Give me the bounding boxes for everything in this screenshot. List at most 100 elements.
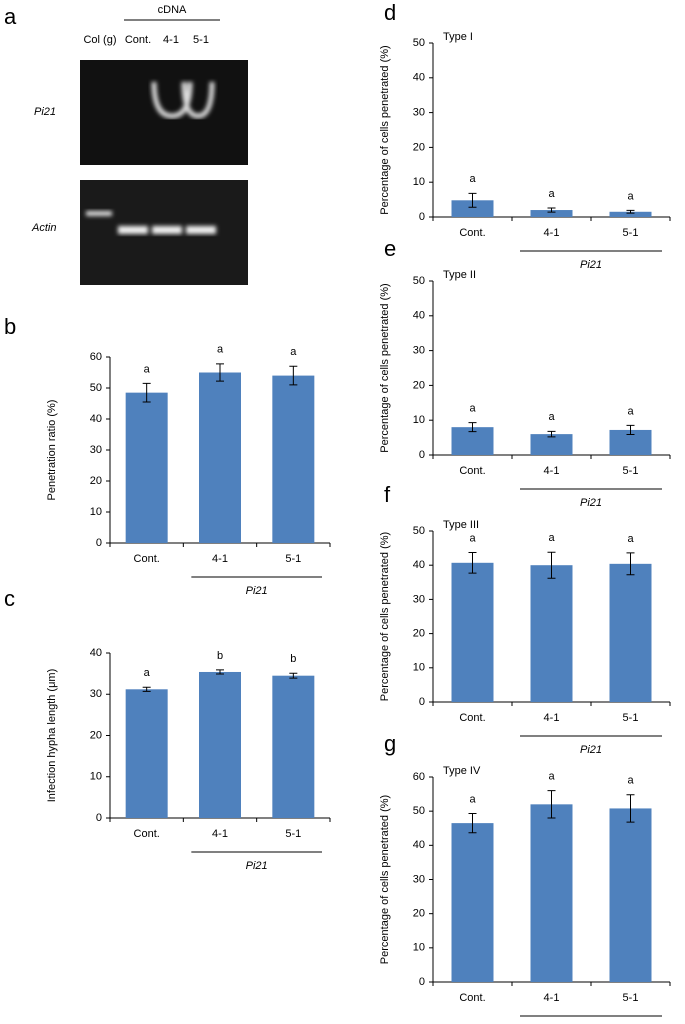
significance-label: a	[469, 403, 476, 415]
error-bar	[142, 686, 151, 692]
y-tick-label: 20	[413, 141, 425, 153]
significance-label: a	[469, 532, 476, 544]
lane-label: Cont.	[125, 34, 151, 46]
error-bar	[468, 552, 477, 574]
error-bar	[626, 794, 635, 823]
error-bar	[547, 551, 556, 579]
chart-title: Type IV	[443, 765, 481, 777]
y-tick-label: 10	[413, 942, 425, 954]
x-tick-label: Cont.	[134, 553, 160, 565]
x-tick-label: 4-1	[544, 465, 560, 477]
lane-label: 5-1	[193, 34, 209, 46]
x-tick-label: Cont.	[459, 712, 485, 724]
y-tick-label: 0	[96, 812, 102, 824]
panel-letter: g	[384, 731, 396, 756]
significance-label: b	[290, 653, 296, 665]
group-label: Pi21	[580, 744, 602, 756]
y-tick-label: 40	[413, 839, 425, 851]
y-tick-label: 20	[413, 379, 425, 391]
x-tick-label: Cont.	[459, 992, 485, 1004]
y-tick-label: 50	[413, 805, 425, 817]
y-tick-label: 20	[90, 475, 102, 487]
y-tick-label: 50	[413, 37, 425, 49]
gel-bands	[151, 81, 215, 119]
group-label: Pi21	[580, 497, 602, 509]
y-tick-label: 40	[413, 72, 425, 84]
significance-label: a	[144, 363, 151, 375]
error-bar	[547, 207, 556, 213]
x-tick-label: 5-1	[623, 992, 639, 1004]
y-tick-label: 30	[90, 444, 102, 456]
panel-letter: d	[384, 0, 396, 25]
y-tick-label: 30	[413, 345, 425, 357]
x-tick-label: 4-1	[544, 992, 560, 1004]
y-tick-label: 50	[90, 382, 102, 394]
x-tick-label: 4-1	[212, 828, 228, 840]
significance-label: a	[627, 775, 634, 787]
y-tick-label: 0	[419, 449, 425, 461]
y-tick-label: 40	[90, 647, 102, 659]
panel-letter: c	[4, 586, 15, 611]
significance-label: a	[548, 411, 555, 423]
bar	[530, 804, 573, 982]
y-tick-label: 60	[413, 771, 425, 783]
y-tick-label: 10	[413, 176, 425, 188]
error-bar	[626, 552, 635, 576]
significance-label: a	[548, 188, 555, 200]
x-tick-label: 5-1	[623, 465, 639, 477]
bar	[125, 392, 168, 543]
significance-label: a	[290, 346, 297, 358]
x-tick-label: 5-1	[285, 828, 301, 840]
y-tick-label: 30	[413, 593, 425, 605]
y-tick-label: 30	[413, 873, 425, 885]
error-bar	[547, 430, 556, 438]
x-tick-label: 5-1	[623, 227, 639, 239]
y-tick-label: 10	[413, 414, 425, 426]
significance-label: a	[627, 190, 634, 202]
panel-letter: f	[384, 482, 391, 507]
error-bar	[142, 382, 151, 403]
y-tick-label: 0	[419, 211, 425, 223]
significance-label: a	[548, 532, 555, 544]
chart-title: Type II	[443, 269, 476, 281]
lane-label: Col (g)	[83, 34, 116, 46]
x-tick-label: 5-1	[623, 712, 639, 724]
chart-title: Type III	[443, 519, 479, 531]
significance-label: a	[469, 173, 476, 185]
bar	[451, 823, 494, 982]
panel-letter: b	[4, 314, 16, 339]
y-axis-label: Percentage of cells penetrated (%)	[379, 795, 391, 964]
bar	[272, 675, 315, 818]
y-tick-label: 30	[413, 107, 425, 119]
group-label: Pi21	[246, 585, 268, 597]
y-axis-label: Infection hypha length (μm)	[46, 669, 58, 803]
bar	[609, 563, 652, 702]
row-label: Pi21	[34, 106, 56, 118]
y-tick-label: 0	[419, 696, 425, 708]
y-tick-label: 20	[90, 729, 102, 741]
error-bar	[547, 790, 556, 819]
gel-bands	[86, 211, 216, 234]
y-tick-label: 20	[413, 628, 425, 640]
y-tick-label: 0	[96, 537, 102, 549]
significance-label: a	[627, 405, 634, 417]
error-bar	[289, 672, 298, 679]
significance-label: a	[627, 533, 634, 545]
significance-label: a	[548, 771, 555, 783]
bar	[530, 210, 573, 217]
x-tick-label: Cont.	[459, 227, 485, 239]
significance-label: a	[217, 344, 224, 356]
error-bar	[216, 363, 224, 382]
y-tick-label: 0	[419, 976, 425, 988]
row-label: Actin	[31, 222, 56, 234]
y-tick-label: 50	[413, 275, 425, 287]
x-tick-label: 4-1	[544, 712, 560, 724]
x-tick-label: 5-1	[285, 553, 301, 565]
y-tick-label: 10	[90, 506, 102, 518]
gel-header: cDNA	[158, 4, 187, 16]
y-axis-label: Percentage of cells penetrated (%)	[379, 283, 391, 452]
bar	[609, 211, 652, 217]
y-tick-label: 40	[90, 413, 102, 425]
chart-title: Type I	[443, 31, 473, 43]
